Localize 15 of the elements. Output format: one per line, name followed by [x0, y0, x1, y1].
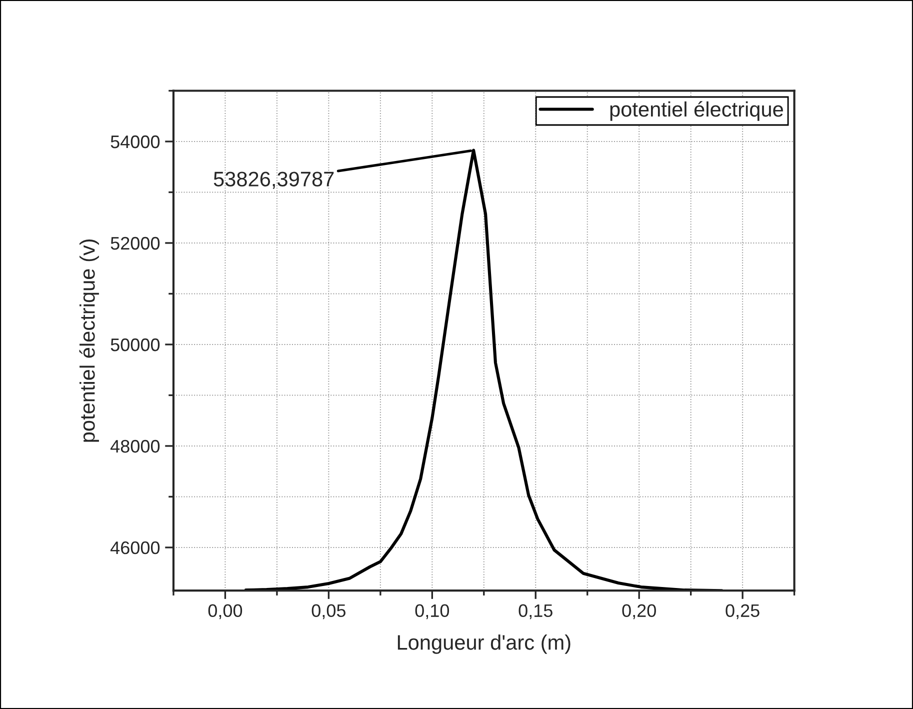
- x-tick-label: 0,15: [518, 604, 552, 620]
- x-tick-label: 0,25: [726, 604, 760, 620]
- y-axis-title: potentiel électrique (v): [79, 239, 99, 442]
- x-tick-label: 0,00: [208, 604, 242, 620]
- x-tick-label: 0,10: [415, 604, 450, 620]
- y-tick-label: 48000: [110, 440, 160, 453]
- legend-label: potentiel électrique: [610, 101, 783, 121]
- x-tick-label: 0,05: [312, 604, 346, 620]
- x-axis-title: Longueur d'arc (m): [398, 634, 570, 654]
- y-tick-label: 52000: [110, 236, 160, 250]
- y-tick-label: 54000: [110, 135, 160, 148]
- annotation: 53826,39787: [214, 172, 334, 189]
- y-tick-label: 46000: [110, 541, 160, 554]
- x-tick-label: 0,20: [622, 604, 656, 620]
- y-tick-label: 50000: [110, 338, 160, 352]
